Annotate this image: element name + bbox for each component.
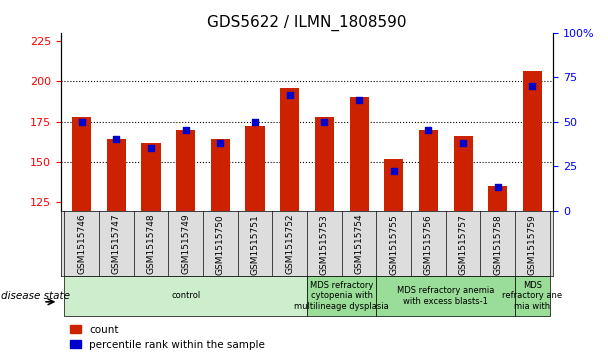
Point xyxy=(354,97,364,103)
Text: GSM1515753: GSM1515753 xyxy=(320,214,329,274)
Bar xyxy=(384,159,403,211)
Bar xyxy=(72,117,91,211)
Text: GSM1515756: GSM1515756 xyxy=(424,214,433,274)
Bar xyxy=(523,72,542,211)
Text: GSM1515754: GSM1515754 xyxy=(354,214,364,274)
Text: GSM1515755: GSM1515755 xyxy=(389,214,398,274)
Legend: count, percentile rank within the sample: count, percentile rank within the sample xyxy=(66,321,269,354)
Text: GSM1515752: GSM1515752 xyxy=(285,214,294,274)
Point xyxy=(215,140,225,146)
Bar xyxy=(419,130,438,211)
Point xyxy=(146,145,156,151)
Text: GSM1515751: GSM1515751 xyxy=(250,214,260,274)
Text: MDS refractory anemia
with excess blasts-1: MDS refractory anemia with excess blasts… xyxy=(397,286,494,306)
Point xyxy=(250,119,260,125)
Bar xyxy=(176,130,195,211)
Point xyxy=(389,168,399,174)
Text: GSM1515749: GSM1515749 xyxy=(181,214,190,274)
FancyBboxPatch shape xyxy=(376,276,515,316)
Text: control: control xyxy=(171,291,200,300)
FancyBboxPatch shape xyxy=(307,276,376,316)
Text: MDS refractory
cytopenia with
multilineage dysplasia: MDS refractory cytopenia with multilinea… xyxy=(294,281,389,311)
Bar xyxy=(246,126,264,211)
Title: GDS5622 / ILMN_1808590: GDS5622 / ILMN_1808590 xyxy=(207,15,407,31)
Point xyxy=(181,128,190,134)
Point xyxy=(424,128,434,134)
Bar xyxy=(142,143,161,211)
Text: GSM1515757: GSM1515757 xyxy=(458,214,468,274)
Point xyxy=(528,83,537,89)
Bar xyxy=(211,139,230,211)
Bar xyxy=(280,87,299,211)
Point xyxy=(458,140,468,146)
Bar xyxy=(488,186,507,211)
Bar xyxy=(454,136,472,211)
Text: GSM1515759: GSM1515759 xyxy=(528,214,537,274)
Bar xyxy=(107,139,126,211)
FancyBboxPatch shape xyxy=(515,276,550,316)
FancyBboxPatch shape xyxy=(64,276,307,316)
Point xyxy=(285,92,294,98)
Text: disease state: disease state xyxy=(1,291,69,301)
Point xyxy=(111,136,121,142)
Point xyxy=(320,119,330,125)
Text: GSM1515750: GSM1515750 xyxy=(216,214,225,274)
Text: GSM1515748: GSM1515748 xyxy=(147,214,156,274)
Text: GSM1515746: GSM1515746 xyxy=(77,214,86,274)
Bar xyxy=(350,97,368,211)
Text: GSM1515747: GSM1515747 xyxy=(112,214,121,274)
Point xyxy=(493,184,503,190)
Bar xyxy=(315,117,334,211)
Text: MDS
refractory ane
mia with: MDS refractory ane mia with xyxy=(502,281,562,311)
Point xyxy=(77,119,86,125)
Text: GSM1515758: GSM1515758 xyxy=(493,214,502,274)
